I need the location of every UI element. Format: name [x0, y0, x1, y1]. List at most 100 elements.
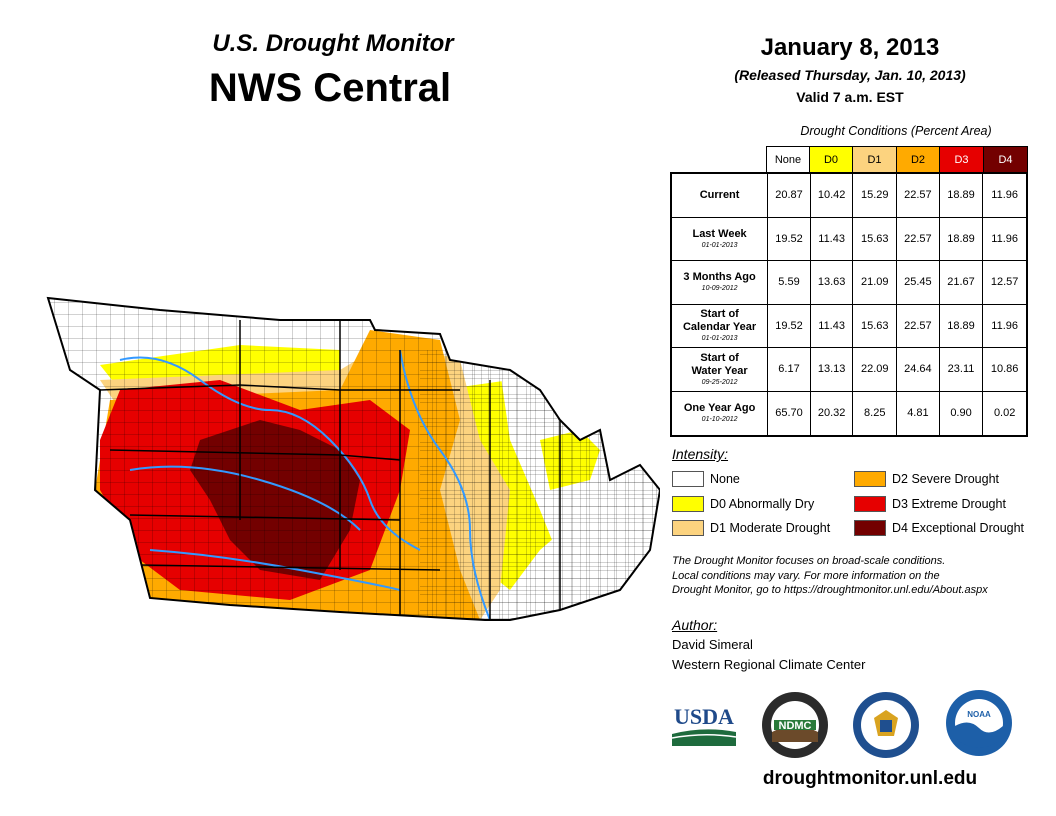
legend-swatch — [672, 496, 704, 512]
legend-label: D4 Exceptional Drought — [892, 521, 1025, 535]
author-name: David Simeral — [672, 637, 753, 652]
cell: 18.89 — [940, 217, 984, 260]
row-label: 3 Months Ago — [683, 271, 756, 284]
platte-river — [129, 465, 361, 531]
cell: 22.57 — [897, 217, 940, 260]
legend-swatch — [672, 471, 704, 487]
cell: 21.09 — [853, 261, 898, 304]
drought-table: Current 20.87 10.42 15.29 22.57 18.89 11… — [670, 172, 1028, 437]
author-title: Author: — [672, 617, 718, 633]
map-title: NWS Central — [208, 66, 452, 110]
cell: 11.96 — [991, 189, 1019, 202]
cell: 23.11 — [940, 348, 984, 391]
col-none: None — [767, 147, 810, 173]
usda-logo: USDA — [671, 704, 737, 746]
cell: 13.63 — [811, 261, 854, 304]
valid-time: Valid 7 a.m. EST — [796, 89, 904, 105]
row-date: 10-09-2012 — [701, 285, 738, 293]
drought-map — [46, 296, 660, 621]
table-row: Current 20.87 10.42 15.29 22.57 18.89 11… — [672, 174, 1026, 218]
legend-label: D2 Severe Drought — [892, 472, 1000, 486]
map-date: January 8, 2013 — [760, 34, 940, 61]
website-link[interactable]: droughtmonitor.unl.edu — [762, 768, 978, 789]
legend-d4: D4 Exceptional Drought — [854, 520, 1024, 536]
table-header: None D0 D1 D2 D3 D4 — [766, 146, 1028, 174]
row-label: Current — [699, 188, 740, 201]
row-date: 01-10-2012 — [701, 416, 738, 424]
cell: 22.09 — [853, 348, 898, 391]
cell: 22.57 — [897, 174, 940, 217]
legend-label: D3 Extreme Drought — [892, 497, 1006, 511]
cell: 8.25 — [853, 391, 898, 435]
cell: 24.64 — [897, 348, 940, 391]
cell: 15.29 — [853, 174, 898, 217]
noaa-logo: NOAA — [946, 690, 1012, 756]
cell: 15.63 — [853, 304, 898, 347]
table-row: One Year Ago 01-10-2012 65.70 20.32 8.25 … — [672, 391, 1026, 435]
note-line: Drought Monitor, go to https://droughtmo… — [672, 584, 988, 596]
row-date: 01-01-2013 — [701, 335, 738, 343]
col-d0: D0 — [810, 147, 853, 173]
cell: 13.13 — [811, 348, 854, 391]
cell: 0.02 — [993, 407, 1016, 420]
cell: 19.52 — [768, 217, 811, 260]
row-label-2: Calendar Year — [682, 321, 757, 334]
row-date: 09-25-2012 — [701, 378, 738, 386]
legend-swatch — [854, 520, 886, 536]
cell: 12.57 — [990, 276, 1019, 289]
table-row: Start of Calendar Year 01-01-2013 19.52 11… — [672, 304, 1026, 348]
legend-title: Intensity: — [672, 446, 729, 462]
cell: 20.32 — [811, 391, 854, 435]
row-date: 01-01-2013 — [701, 241, 738, 249]
disclaimer-note: The Drought Monitor focuses on broad-sca… — [672, 554, 1052, 598]
usda-logo-text: USDA — [674, 704, 734, 729]
cell: 6.17 — [768, 348, 811, 391]
cell: 11.96 — [991, 232, 1019, 245]
table-row: Start of Water Year 09-25-2012 6.17 13.13 … — [672, 348, 1026, 392]
legend-label: D0 Abnormally Dry — [710, 497, 815, 511]
cell: 18.89 — [940, 174, 984, 217]
release-date: (Released Thursday, Jan. 10, 2013) — [734, 67, 966, 83]
commerce-seal-logo — [853, 692, 919, 758]
table-row: Last Week 01-01-2013 19.52 11.43 15.63 22… — [672, 217, 1026, 261]
row-label: One Year Ago — [683, 402, 756, 415]
legend-none: None — [672, 471, 740, 487]
row-label: Start of — [700, 308, 739, 321]
ndmc-logo-text: NDMC — [779, 720, 812, 732]
cell: 65.70 — [768, 391, 811, 435]
legend-swatch — [854, 471, 886, 487]
cell: 10.86 — [990, 363, 1019, 376]
state-borders — [99, 320, 561, 620]
row-label: Last Week — [692, 227, 747, 240]
cell: 22.57 — [897, 304, 940, 347]
noaa-logo-text: NOAA — [967, 710, 991, 719]
author-org: Western Regional Climate Center — [672, 657, 866, 672]
note-line: Local conditions may vary. For more info… — [672, 569, 940, 582]
table-caption: Drought Conditions (Percent Area) — [800, 124, 992, 138]
col-d1: D1 — [853, 147, 897, 173]
cell: 0.90 — [940, 391, 984, 435]
cell: 11.96 — [991, 319, 1019, 332]
mississippi-river — [399, 349, 491, 620]
col-d2: D2 — [897, 147, 940, 173]
legend-label: None — [710, 472, 740, 486]
ndmc-logo: NDMC — [762, 692, 828, 758]
legend-swatch — [854, 496, 886, 512]
cell: 10.42 — [811, 174, 854, 217]
legend-d3: D3 Extreme Drought — [854, 496, 1006, 512]
cell: 15.63 — [853, 217, 898, 260]
legend-d2: D2 Severe Drought — [854, 471, 999, 487]
cell: 11.43 — [811, 217, 854, 260]
arkansas-river — [149, 549, 401, 591]
legend-label: D1 Moderate Drought — [710, 521, 831, 535]
cell: 18.89 — [940, 304, 984, 347]
row-label-2: Water Year — [691, 364, 748, 377]
cell: 25.45 — [897, 261, 940, 304]
cell: 21.67 — [940, 261, 984, 304]
cell: 19.52 — [768, 304, 811, 347]
note-line: The Drought Monitor focuses on broad-sca… — [672, 555, 946, 567]
cell: 4.81 — [897, 391, 940, 435]
cell: 5.59 — [768, 261, 811, 304]
legend-d1: D1 Moderate Drought — [672, 520, 830, 536]
map-subtitle: U.S. Drought Monitor — [212, 30, 454, 57]
